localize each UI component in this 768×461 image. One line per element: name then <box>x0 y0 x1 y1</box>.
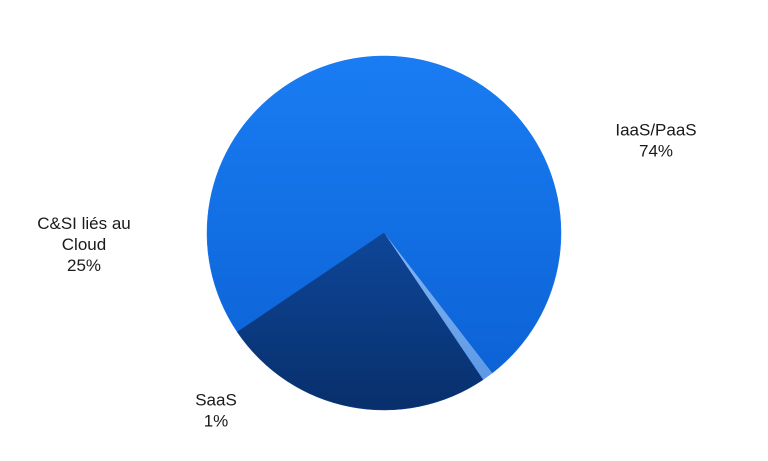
slice-category-label: C&SI liés au <box>37 214 131 233</box>
slice-category-label: Cloud <box>62 235 106 254</box>
slice-value-label: 1% <box>204 412 229 431</box>
pie-slice-0 <box>206 55 562 374</box>
slice-label-0: IaaS/PaaS 74% <box>615 121 696 161</box>
slice-value-label: 25% <box>67 256 101 275</box>
slice-value-label: 74% <box>639 142 673 161</box>
slice-label-2: C&SI liés au Cloud 25% <box>37 214 131 275</box>
pie-slices <box>206 55 562 411</box>
slice-category-label: IaaS/PaaS <box>615 121 696 140</box>
pie-slice-2 <box>236 232 484 411</box>
pie-labels: IaaS/PaaS 74% SaaS 1% C&SI liés au Cloud 25% <box>37 121 696 431</box>
slice-label-1: SaaS 1% <box>195 391 237 431</box>
slice-category-label: SaaS <box>195 391 237 410</box>
